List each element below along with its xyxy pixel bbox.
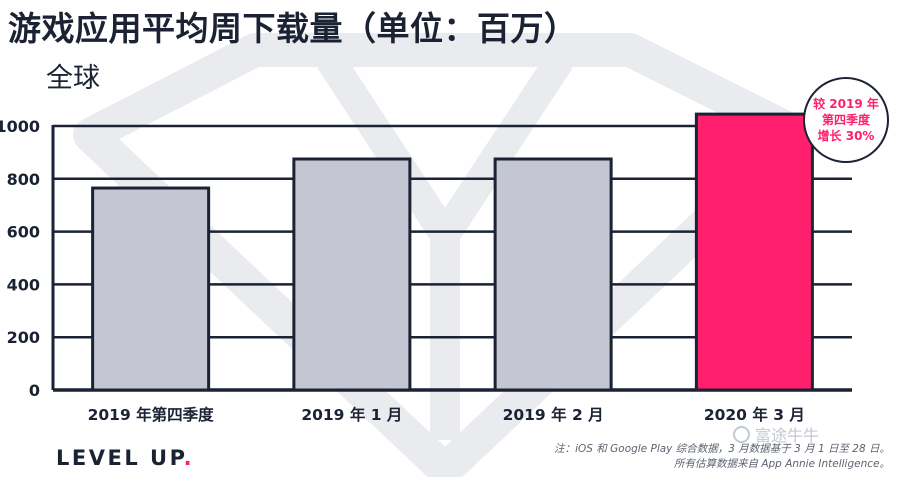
callout-line-1: 较 2019 年 bbox=[813, 97, 879, 111]
y-tick-label: 1000 bbox=[0, 117, 40, 136]
bar-3 bbox=[493, 157, 613, 392]
x-tick-label: 2019 年 1 月 bbox=[301, 405, 402, 424]
watermark-icon bbox=[733, 426, 750, 443]
y-tick-label: 0 bbox=[29, 381, 40, 400]
footnote-line-2: 所有估算数据来自 App Annie Intelligence。 bbox=[674, 458, 890, 470]
growth-callout-badge: 较 2019 年 第四季度 增长 30% bbox=[803, 77, 889, 163]
x-tick-label: 2019 年第四季度 bbox=[88, 405, 215, 424]
x-tick-label: 2020 年 3 月 bbox=[704, 405, 805, 424]
watermark: 富途牛牛 bbox=[733, 422, 819, 446]
footnote: 注：iOS 和 Google Play 综合数据，3 月数据基于 3 月 1 日… bbox=[554, 442, 890, 472]
brand-logo: LEVEL UP. bbox=[56, 446, 194, 470]
x-tick-labels: 2019 年第四季度 2019 年 1 月 2019 年 2 月 2020 年 3 月 bbox=[88, 405, 805, 424]
watermark-text: 富途牛牛 bbox=[755, 426, 820, 445]
y-tick-label: 400 bbox=[7, 275, 40, 294]
chart-subtitle: 全球 bbox=[46, 63, 100, 94]
x-tick-label: 2019 年 2 月 bbox=[503, 405, 604, 424]
chart-title: 游戏应用平均周下载量（单位：百万） bbox=[8, 9, 578, 48]
y-tick-label: 600 bbox=[7, 223, 40, 242]
watermark-diamond-outline bbox=[73, 33, 817, 477]
bar-4 bbox=[694, 112, 814, 392]
y-tick-labels: 0 200 400 600 800 1000 bbox=[0, 117, 40, 400]
callout-line-3: 增长 30% bbox=[817, 129, 875, 143]
bars bbox=[91, 112, 814, 392]
footnote-line-1: 注：iOS 和 Google Play 综合数据，3 月数据基于 3 月 1 日… bbox=[554, 443, 890, 455]
brand-dot: . bbox=[183, 446, 195, 470]
y-tick-label: 800 bbox=[7, 170, 40, 189]
callout-line-2: 第四季度 bbox=[821, 113, 870, 127]
bar-1 bbox=[91, 186, 211, 392]
y-tick-label: 200 bbox=[7, 328, 40, 347]
bar-2 bbox=[292, 157, 412, 392]
brand-text: LEVEL UP bbox=[56, 446, 184, 470]
